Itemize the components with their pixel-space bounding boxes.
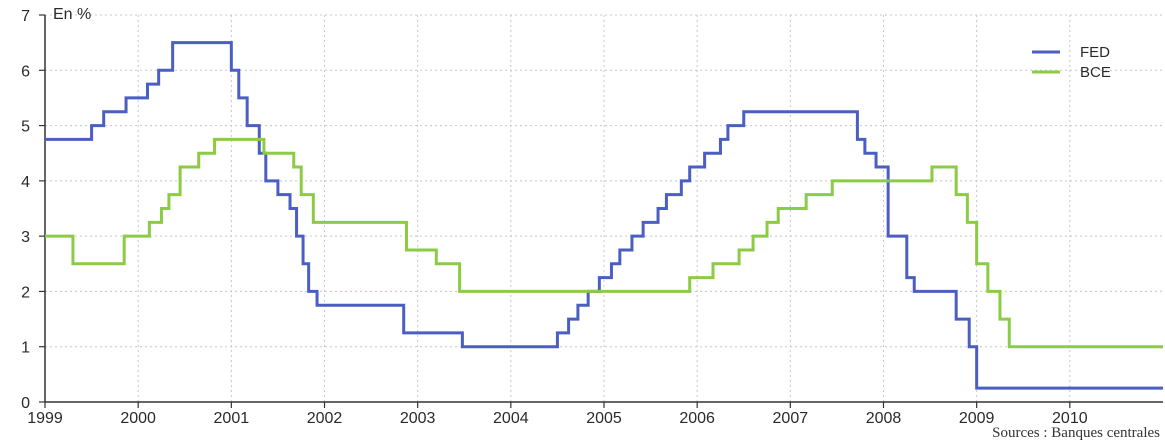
y-tick-label: 2 <box>21 284 30 301</box>
series-line-fed <box>45 41 1163 390</box>
x-tick-label: 2008 <box>866 410 902 427</box>
x-axis-ticks: 1999 2000 2001 2002 2003 2004 2005 2006 2007 2008… <box>27 402 1088 427</box>
y-tick-label: 6 <box>21 63 30 80</box>
x-tick-label: 2002 <box>307 410 343 427</box>
x-tick-label: 2006 <box>679 410 715 427</box>
x-tick-label: 2009 <box>959 410 995 427</box>
chart-series <box>45 41 1163 390</box>
y-tick-label: 3 <box>21 229 30 246</box>
y-axis-label: En % <box>53 6 91 23</box>
x-tick-label: 2007 <box>773 410 809 427</box>
y-tick-label: 5 <box>21 119 30 136</box>
chart-legend: FED BCE <box>1032 44 1111 81</box>
x-tick-label: 2005 <box>586 410 622 427</box>
x-tick-label: 2001 <box>214 410 250 427</box>
x-tick-label: 2004 <box>493 410 529 427</box>
x-tick-label: 1999 <box>27 410 63 427</box>
x-tick-label: 2003 <box>400 410 436 427</box>
y-tick-label: 7 <box>21 8 30 25</box>
legend-label-fed: FED <box>1080 44 1110 61</box>
y-tick-label: 0 <box>21 395 30 412</box>
source-label: Sources : Banques centrales <box>992 425 1160 441</box>
y-tick-label: 4 <box>21 174 30 191</box>
y-axis-ticks: 0 1 2 3 4 5 6 7 <box>21 8 45 412</box>
series-line-bce <box>45 137 1163 349</box>
x-tick-label: 2000 <box>120 410 156 427</box>
x-tick-label: 2010 <box>1052 410 1088 427</box>
y-tick-label: 1 <box>21 340 30 357</box>
legend-label-bce: BCE <box>1080 64 1111 81</box>
